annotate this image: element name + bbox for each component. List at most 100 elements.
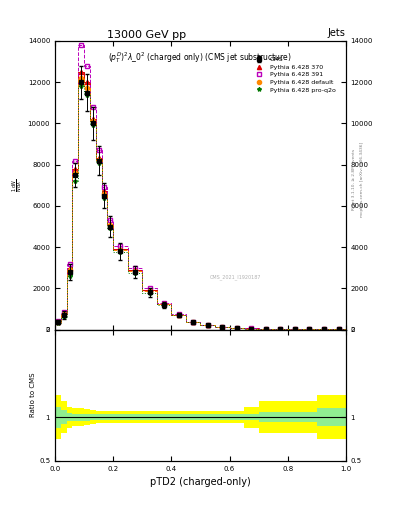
Pythia 6.428 default — [307, 326, 312, 332]
Pythia 6.428 370 — [234, 325, 239, 331]
Pythia 6.428 370 — [220, 324, 225, 330]
Pythia 6.428 pro-q2o — [162, 302, 167, 308]
Pythia 6.428 370 — [96, 156, 101, 162]
Pythia 6.428 391 — [307, 326, 312, 332]
Line: Pythia 6.428 default: Pythia 6.428 default — [56, 76, 341, 332]
Pythia 6.428 default — [191, 319, 196, 325]
Pythia 6.428 391 — [336, 327, 341, 333]
Pythia 6.428 370 — [206, 322, 210, 328]
Pythia 6.428 370 — [322, 326, 327, 332]
Text: $(p_T^D)^2\lambda\_0^2$ (charged only) (CMS jet substructure): $(p_T^D)^2\lambda\_0^2$ (charged only) (… — [108, 50, 292, 65]
Pythia 6.428 pro-q2o — [263, 326, 268, 332]
Pythia 6.428 pro-q2o — [249, 326, 254, 332]
Pythia 6.428 default — [263, 326, 268, 332]
Pythia 6.428 pro-q2o — [176, 312, 181, 318]
Pythia 6.428 pro-q2o — [55, 321, 60, 327]
Pythia 6.428 370 — [147, 287, 152, 293]
Line: Pythia 6.428 391: Pythia 6.428 391 — [56, 43, 341, 332]
Pythia 6.428 default — [108, 222, 113, 228]
Pythia 6.428 default — [176, 312, 181, 318]
Pythia 6.428 391 — [206, 322, 210, 328]
Pythia 6.428 370 — [102, 188, 107, 195]
Pythia 6.428 pro-q2o — [102, 195, 107, 201]
Pythia 6.428 default — [79, 75, 84, 81]
Pythia 6.428 default — [102, 190, 107, 197]
Pythia 6.428 391 — [79, 42, 84, 48]
Text: CMS_2021_I1920187: CMS_2021_I1920187 — [209, 275, 261, 281]
Pythia 6.428 default — [73, 170, 78, 176]
Pythia 6.428 391 — [84, 62, 89, 69]
Pythia 6.428 default — [55, 319, 60, 325]
Pythia 6.428 391 — [263, 326, 268, 332]
Pythia 6.428 370 — [61, 310, 66, 316]
Pythia 6.428 370 — [263, 326, 268, 332]
Pythia 6.428 default — [118, 247, 123, 253]
Pythia 6.428 391 — [67, 261, 72, 267]
Pythia 6.428 370 — [249, 326, 254, 332]
Pythia 6.428 370 — [84, 79, 89, 86]
Pythia 6.428 default — [96, 157, 101, 163]
Pythia 6.428 pro-q2o — [147, 290, 152, 296]
Pythia 6.428 pro-q2o — [191, 319, 196, 326]
Pythia 6.428 default — [90, 118, 95, 124]
Pythia 6.428 391 — [292, 326, 297, 332]
Pythia 6.428 pro-q2o — [79, 83, 84, 90]
Pythia 6.428 default — [67, 267, 72, 273]
Pythia 6.428 pro-q2o — [118, 249, 123, 255]
Pythia 6.428 pro-q2o — [133, 270, 138, 276]
Pythia 6.428 370 — [67, 265, 72, 271]
X-axis label: pTD2 (charged-only): pTD2 (charged-only) — [150, 477, 251, 487]
Pythia 6.428 391 — [322, 326, 327, 332]
Pythia 6.428 370 — [90, 116, 95, 122]
Pythia 6.428 pro-q2o — [307, 326, 312, 332]
Pythia 6.428 391 — [176, 311, 181, 317]
Pythia 6.428 default — [234, 325, 239, 331]
Pythia 6.428 default — [249, 326, 254, 332]
Pythia 6.428 pro-q2o — [108, 224, 113, 230]
Line: Pythia 6.428 pro-q2o: Pythia 6.428 pro-q2o — [56, 84, 341, 332]
Pythia 6.428 391 — [118, 243, 123, 249]
Pythia 6.428 pro-q2o — [96, 160, 101, 166]
Pythia 6.428 370 — [176, 312, 181, 318]
Pythia 6.428 default — [147, 288, 152, 294]
Pythia 6.428 391 — [73, 158, 78, 164]
Pythia 6.428 370 — [336, 327, 341, 333]
Pythia 6.428 370 — [133, 267, 138, 273]
Pythia 6.428 370 — [292, 326, 297, 332]
Pythia 6.428 391 — [96, 147, 101, 153]
Pythia 6.428 391 — [61, 309, 66, 315]
Text: Jets: Jets — [328, 28, 346, 38]
Pythia 6.428 391 — [249, 325, 254, 331]
Pythia 6.428 pro-q2o — [206, 323, 210, 329]
Pythia 6.428 391 — [220, 324, 225, 330]
Pythia 6.428 pro-q2o — [73, 178, 78, 184]
Pythia 6.428 391 — [133, 265, 138, 271]
Pythia 6.428 pro-q2o — [336, 327, 341, 333]
Pythia 6.428 391 — [191, 319, 196, 325]
Pythia 6.428 pro-q2o — [220, 324, 225, 330]
Pythia 6.428 default — [133, 268, 138, 274]
Pythia 6.428 default — [61, 311, 66, 317]
Pythia 6.428 391 — [234, 325, 239, 331]
Pythia 6.428 370 — [108, 221, 113, 227]
Pythia 6.428 pro-q2o — [67, 273, 72, 279]
Pythia 6.428 default — [206, 322, 210, 328]
Pythia 6.428 pro-q2o — [84, 92, 89, 98]
Pythia 6.428 default — [336, 327, 341, 333]
Pythia 6.428 default — [292, 326, 297, 332]
Y-axis label: $\frac{1}{N}\frac{\mathrm{d}N}{\mathrm{d}\lambda}$: $\frac{1}{N}\frac{\mathrm{d}N}{\mathrm{d… — [11, 179, 25, 192]
Pythia 6.428 391 — [55, 318, 60, 325]
Pythia 6.428 pro-q2o — [90, 122, 95, 129]
Pythia 6.428 391 — [147, 285, 152, 291]
Legend: CMS, Pythia 6.428 370, Pythia 6.428 391, Pythia 6.428 default, Pythia 6.428 pro-: CMS, Pythia 6.428 370, Pythia 6.428 391,… — [249, 54, 338, 95]
Pythia 6.428 pro-q2o — [234, 325, 239, 331]
Y-axis label: Ratio to CMS: Ratio to CMS — [30, 373, 36, 417]
Pythia 6.428 370 — [118, 246, 123, 252]
Pythia 6.428 pro-q2o — [278, 326, 283, 332]
Pythia 6.428 370 — [191, 319, 196, 325]
Pythia 6.428 391 — [162, 300, 167, 306]
Pythia 6.428 default — [162, 302, 167, 308]
Pythia 6.428 default — [322, 326, 327, 332]
Pythia 6.428 370 — [307, 326, 312, 332]
Line: Pythia 6.428 370: Pythia 6.428 370 — [56, 70, 341, 332]
